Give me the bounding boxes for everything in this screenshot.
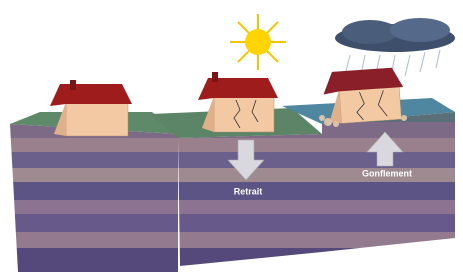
arrow-label: Gonflement [362, 168, 412, 178]
house [319, 67, 407, 127]
page: {"arrows": [{"label": "Retrait"}, {"labe… [0, 0, 463, 276]
arrow-label: Retrait [234, 186, 263, 196]
diagram: Retrait Gonflement [0, 0, 463, 276]
sun [230, 14, 286, 70]
house [198, 72, 278, 132]
house [50, 80, 132, 136]
